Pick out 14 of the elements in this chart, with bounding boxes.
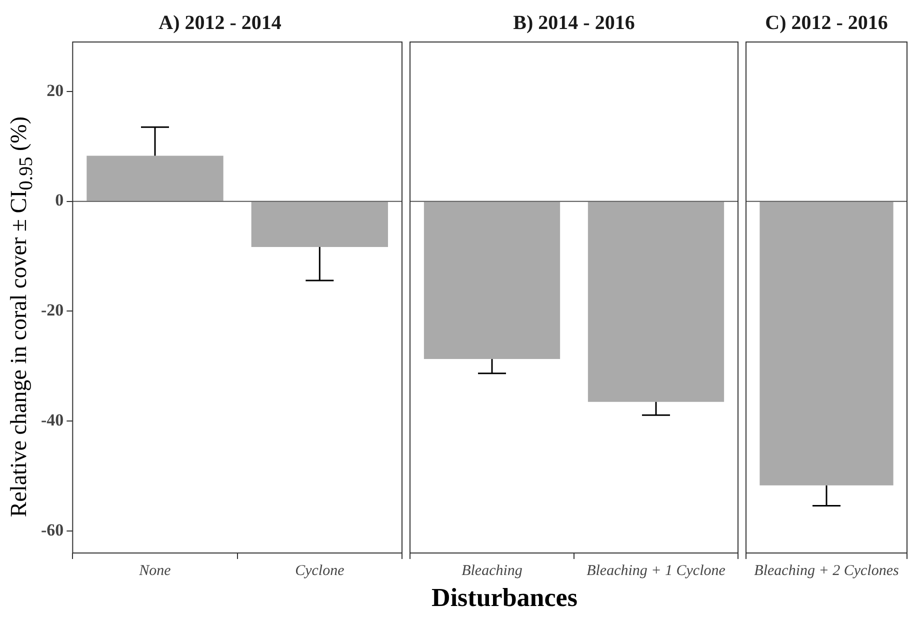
x-tick-label: Bleaching <box>462 562 523 579</box>
chart-title: A) 2012 - 2014 <box>158 12 282 34</box>
chart-title: C) 2012 - 2016 <box>765 12 888 34</box>
y-tick-label: 0 <box>55 190 64 210</box>
x-tick-label: Cyclone <box>295 562 345 579</box>
y-tick-label: -40 <box>40 410 64 430</box>
y-tick-label: -20 <box>40 300 64 320</box>
x-tick-label: None <box>138 562 172 579</box>
y-tick-label: 20 <box>46 80 64 100</box>
x-axis-title: Disturbances <box>430 583 578 613</box>
x-tick-label: Bleaching + 1 Cyclone <box>586 562 726 579</box>
x-tick-label: Bleaching + 2 Cyclones <box>754 562 899 579</box>
y-tick-label: -60 <box>40 520 64 540</box>
chart-title: B) 2014 - 2016 <box>513 12 635 34</box>
